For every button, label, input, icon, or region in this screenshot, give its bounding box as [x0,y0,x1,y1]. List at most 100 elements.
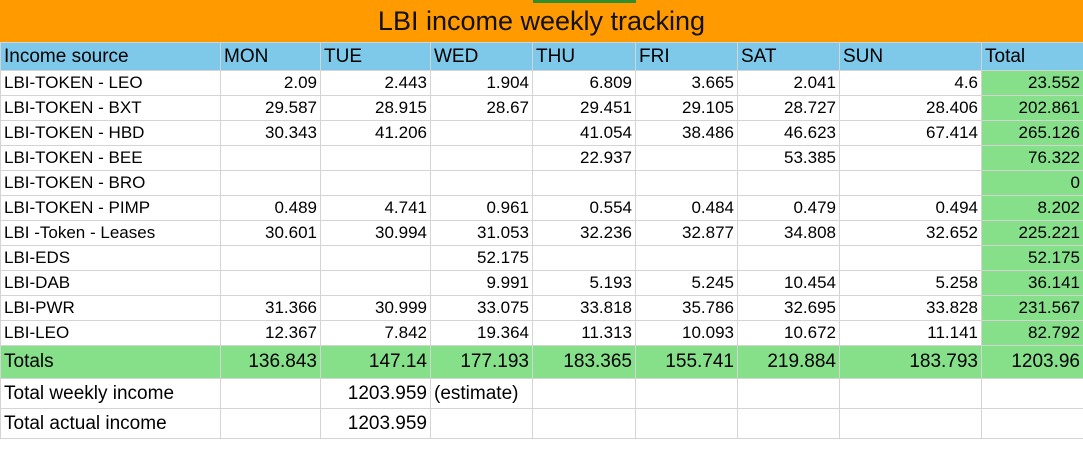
empty-cell[interactable] [981,378,1083,409]
empty-cell[interactable] [737,378,840,409]
source-cell[interactable]: LBI-TOKEN - HBD [0,120,221,146]
header-cell[interactable]: SAT [737,42,840,71]
header-cell[interactable]: FRI [635,42,738,71]
empty-cell[interactable] [737,408,840,439]
value-cell[interactable]: 31.053 [430,220,533,246]
source-cell[interactable]: LBI-TOKEN - BRO [0,170,221,196]
value-cell[interactable] [430,145,533,171]
value-cell[interactable]: 4.6 [839,70,982,96]
value-cell[interactable]: 29.451 [532,95,636,121]
value-cell[interactable] [320,170,431,196]
totals-cell[interactable]: 177.193 [430,345,533,379]
value-cell[interactable] [532,170,636,196]
row-total-cell[interactable]: 231.567 [981,295,1083,321]
value-cell[interactable] [635,245,738,271]
value-cell[interactable]: 28.915 [320,95,431,121]
header-cell[interactable]: Income source [0,42,221,71]
value-cell[interactable]: 0.961 [430,195,533,221]
empty-cell[interactable] [430,408,533,439]
value-cell[interactable]: 0.484 [635,195,738,221]
value-cell[interactable]: 34.808 [737,220,840,246]
value-cell[interactable]: 19.364 [430,320,533,346]
value-cell[interactable] [737,170,840,196]
value-cell[interactable]: 0.554 [532,195,636,221]
value-cell[interactable]: 32.877 [635,220,738,246]
value-cell[interactable] [839,245,982,271]
row-total-cell[interactable]: 0 [981,170,1083,196]
totals-cell[interactable]: 183.365 [532,345,636,379]
empty-cell[interactable] [532,378,636,409]
value-cell[interactable] [737,245,840,271]
value-cell[interactable]: 32.236 [532,220,636,246]
source-cell[interactable]: LBI-LEO [0,320,221,346]
value-cell[interactable] [220,245,321,271]
value-cell[interactable]: 3.665 [635,70,738,96]
value-cell[interactable]: 12.367 [220,320,321,346]
value-cell[interactable]: 29.105 [635,95,738,121]
totals-cell[interactable]: 183.793 [839,345,982,379]
value-cell[interactable]: 11.313 [532,320,636,346]
value-cell[interactable]: 10.454 [737,270,840,296]
empty-cell[interactable] [635,378,738,409]
value-cell[interactable]: 33.075 [430,295,533,321]
value-cell[interactable] [220,270,321,296]
grand-total-cell[interactable]: 1203.96 [981,345,1083,379]
value-cell[interactable]: 2.443 [320,70,431,96]
value-cell[interactable]: 2.041 [737,70,840,96]
value-cell[interactable]: 35.786 [635,295,738,321]
value-cell[interactable] [220,145,321,171]
header-cell[interactable]: MON [220,42,321,71]
empty-cell[interactable] [839,408,982,439]
weekly-income-value[interactable]: 1203.959 [320,378,431,409]
row-total-cell[interactable]: 36.141 [981,270,1083,296]
value-cell[interactable]: 28.406 [839,95,982,121]
value-cell[interactable] [839,145,982,171]
value-cell[interactable]: 5.193 [532,270,636,296]
actual-income-value[interactable]: 1203.959 [320,408,431,439]
weekly-income-label[interactable]: Total weekly income [0,378,221,409]
value-cell[interactable]: 32.695 [737,295,840,321]
row-total-cell[interactable]: 225.221 [981,220,1083,246]
value-cell[interactable]: 30.994 [320,220,431,246]
value-cell[interactable]: 38.486 [635,120,738,146]
value-cell[interactable] [532,245,636,271]
source-cell[interactable]: LBI-TOKEN - BXT [0,95,221,121]
totals-cell[interactable]: 136.843 [220,345,321,379]
empty-cell[interactable] [981,408,1083,439]
value-cell[interactable] [320,245,431,271]
value-cell[interactable]: 30.601 [220,220,321,246]
value-cell[interactable]: 1.904 [430,70,533,96]
value-cell[interactable]: 2.09 [220,70,321,96]
row-total-cell[interactable]: 23.552 [981,70,1083,96]
totals-cell[interactable]: 155.741 [635,345,738,379]
value-cell[interactable]: 52.175 [430,245,533,271]
value-cell[interactable]: 46.623 [737,120,840,146]
source-cell[interactable]: LBI-PWR [0,295,221,321]
value-cell[interactable]: 30.999 [320,295,431,321]
source-cell[interactable]: LBI-DAB [0,270,221,296]
value-cell[interactable]: 33.828 [839,295,982,321]
header-cell[interactable]: Total [981,42,1083,71]
source-cell[interactable]: LBI-TOKEN - PIMP [0,195,221,221]
header-cell[interactable]: SUN [839,42,982,71]
value-cell[interactable] [635,170,738,196]
value-cell[interactable]: 9.991 [430,270,533,296]
source-cell[interactable]: LBI-TOKEN - LEO [0,70,221,96]
totals-cell[interactable]: 147.14 [320,345,431,379]
actual-income-label[interactable]: Total actual income [0,408,221,439]
row-total-cell[interactable]: 202.861 [981,95,1083,121]
value-cell[interactable]: 5.245 [635,270,738,296]
source-cell[interactable]: LBI-EDS [0,245,221,271]
value-cell[interactable]: 28.727 [737,95,840,121]
value-cell[interactable] [220,170,321,196]
value-cell[interactable]: 67.414 [839,120,982,146]
empty-cell[interactable] [635,408,738,439]
value-cell[interactable]: 11.141 [839,320,982,346]
value-cell[interactable]: 33.818 [532,295,636,321]
value-cell[interactable]: 28.67 [430,95,533,121]
value-cell[interactable]: 53.385 [737,145,840,171]
value-cell[interactable]: 0.494 [839,195,982,221]
totals-label[interactable]: Totals [0,345,221,379]
empty-cell[interactable] [839,378,982,409]
value-cell[interactable]: 10.672 [737,320,840,346]
